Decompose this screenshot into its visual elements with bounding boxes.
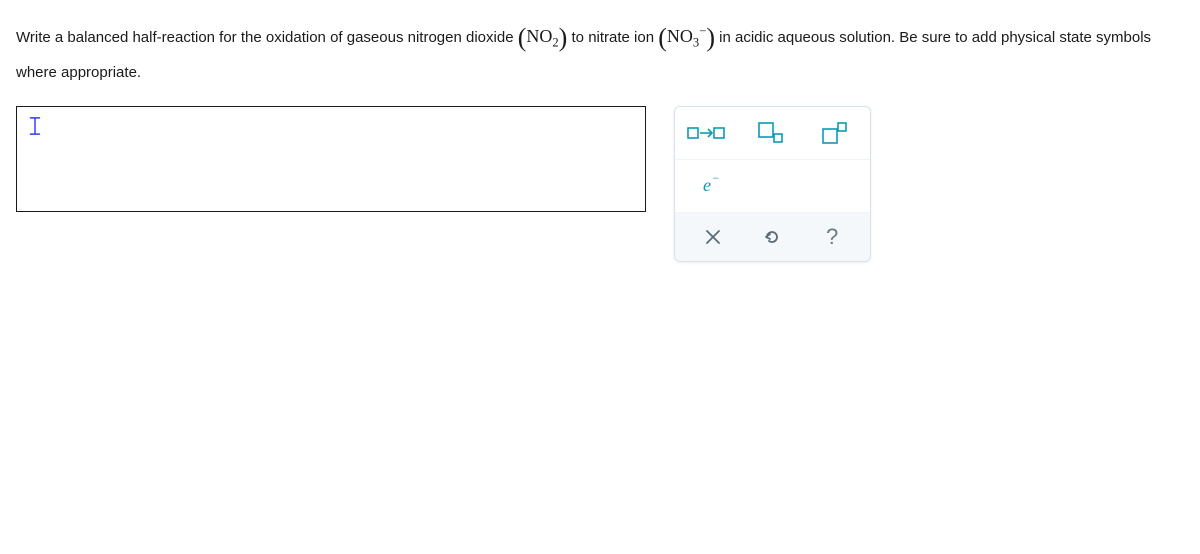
q-pre: Write a balanced half-reaction for the o… — [16, 29, 518, 46]
work-area: e− ? — [16, 106, 1184, 262]
palette-row-2: e− — [675, 159, 870, 212]
q-mid: to nitrate ion — [567, 29, 658, 46]
tool-palette: e− ? — [674, 106, 871, 262]
answer-input[interactable] — [16, 106, 646, 212]
formula-no2: (NO2) — [518, 26, 568, 46]
palette-row-controls: ? — [675, 212, 870, 261]
help-button[interactable]: ? — [817, 225, 847, 249]
superscript-tool[interactable] — [815, 119, 855, 147]
undo-button[interactable] — [757, 225, 787, 249]
reaction-arrow-tool[interactable] — [687, 119, 727, 147]
question-text: Write a balanced half-reaction for the o… — [16, 16, 1184, 86]
clear-button[interactable] — [698, 225, 728, 249]
formula-no3: (NO3−) — [658, 26, 715, 46]
electron-tool[interactable]: e− — [687, 172, 727, 200]
text-cursor-icon — [29, 122, 41, 139]
palette-row-1 — [675, 107, 870, 159]
subscript-tool[interactable] — [751, 119, 791, 147]
